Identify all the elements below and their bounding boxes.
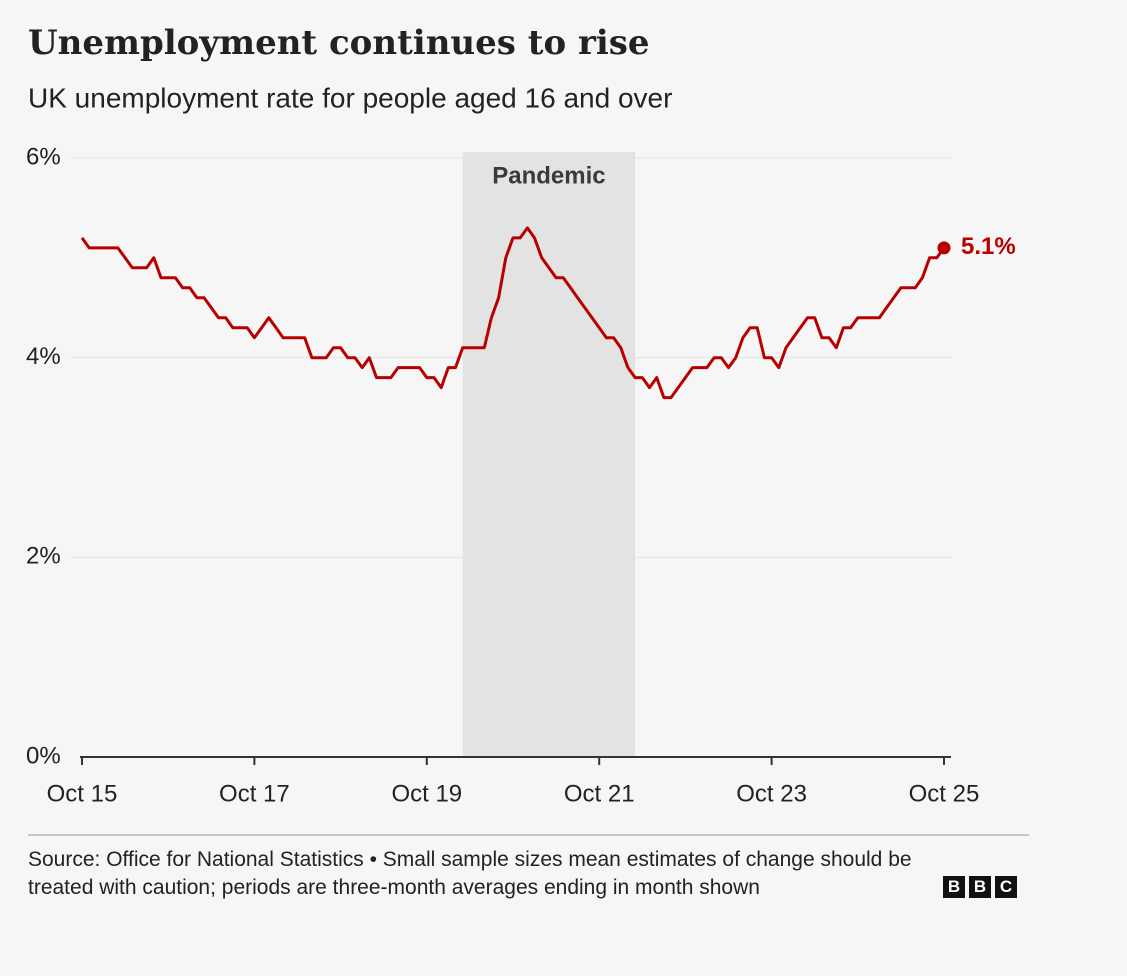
x-tick-label: Oct 15 bbox=[47, 780, 118, 807]
logo: B B C bbox=[943, 876, 1017, 898]
x-tick-label: Oct 17 bbox=[219, 780, 290, 807]
end-value-label: 5.1% bbox=[961, 233, 1016, 260]
x-tick-label: Oct 21 bbox=[564, 780, 635, 807]
logo-letter: C bbox=[995, 876, 1017, 898]
y-tick-label: 6% bbox=[26, 143, 61, 170]
source-note: Source: Office for National Statistics •… bbox=[28, 848, 912, 899]
x-tick-label: Oct 23 bbox=[736, 780, 807, 807]
x-tick-label: Oct 25 bbox=[909, 780, 980, 807]
y-tick-label: 4% bbox=[26, 343, 61, 370]
x-tick-label: Oct 19 bbox=[391, 780, 462, 807]
logo-letter: B bbox=[943, 876, 965, 898]
y-tick-label: 2% bbox=[26, 543, 61, 570]
chart-title: Unemployment continues to rise bbox=[28, 23, 650, 63]
logo-letter: B bbox=[969, 876, 991, 898]
y-tick-label: 0% bbox=[26, 742, 61, 769]
shaded-region bbox=[462, 152, 636, 757]
chart-subtitle: UK unemployment rate for people aged 16 … bbox=[28, 82, 672, 113]
line bbox=[80, 226, 946, 400]
region-label: Pandemic bbox=[492, 162, 605, 189]
end-point bbox=[937, 241, 951, 255]
